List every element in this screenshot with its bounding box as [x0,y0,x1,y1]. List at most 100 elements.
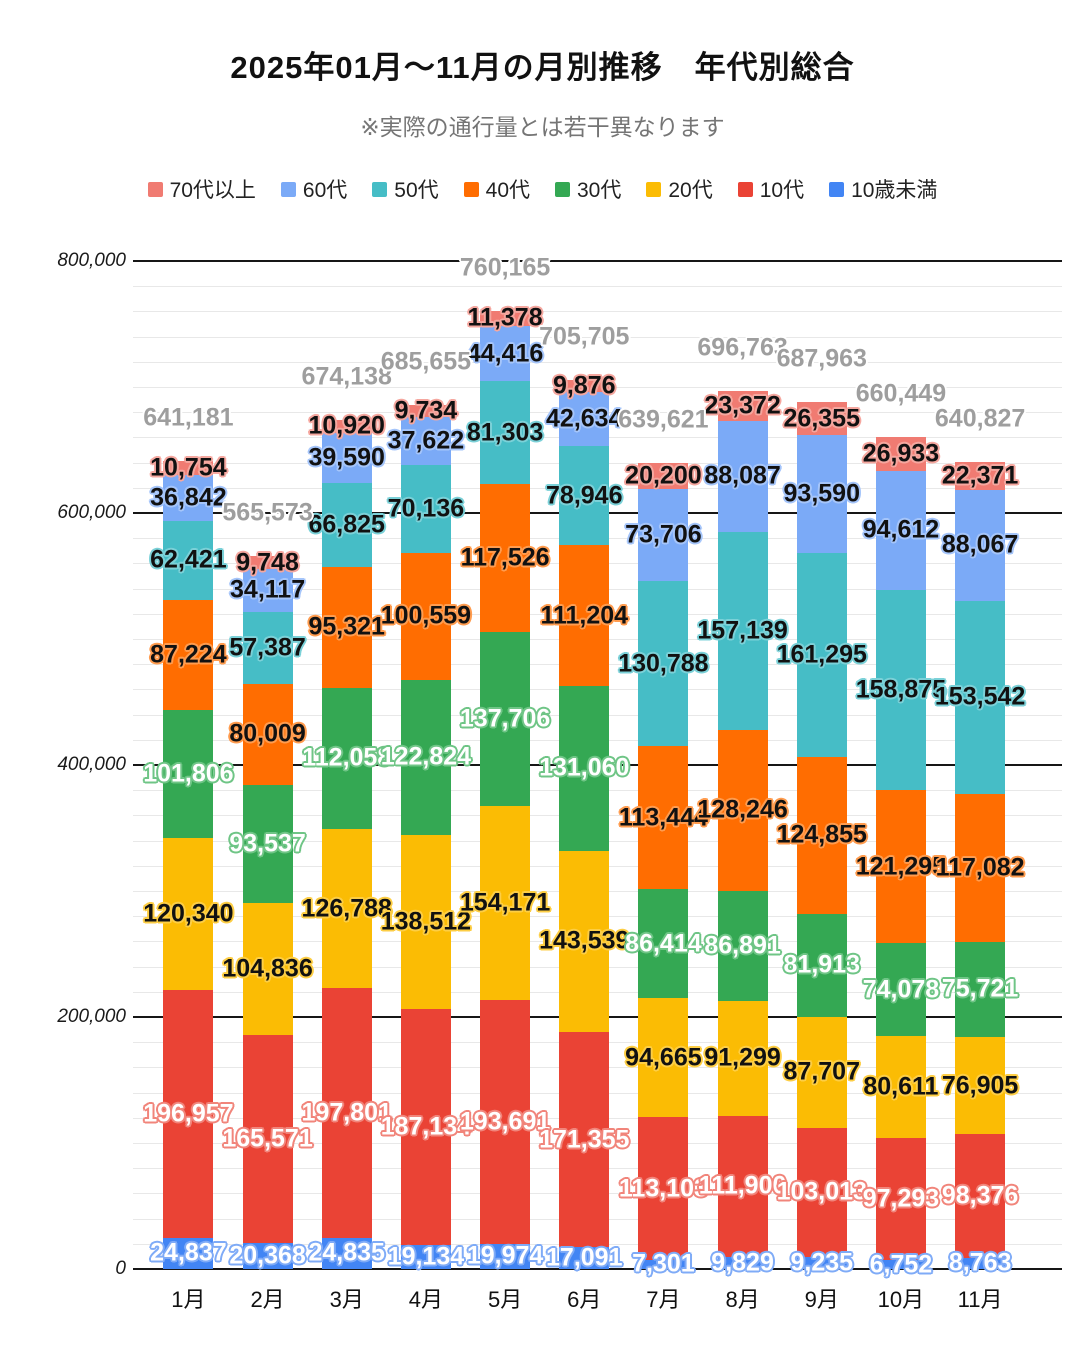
bar-segment-10代[interactable] [638,1117,689,1260]
bar-segment-60代[interactable] [717,420,768,532]
bar-segment-20代[interactable] [875,1036,926,1138]
bar-segment-70代以上[interactable] [242,556,293,569]
bar-segment-40代[interactable] [955,794,1006,942]
bar-segment-10代[interactable] [955,1134,1006,1258]
bar-segment-30代[interactable] [321,687,372,829]
bar-segment-20代[interactable] [321,828,372,989]
bar-segment-20代[interactable] [796,1017,847,1128]
bar-segment-30代[interactable] [638,889,689,998]
bar-segment-30代[interactable] [559,685,610,851]
bar-segment-30代[interactable] [875,942,926,1037]
bar-segment-30代[interactable] [796,913,847,1018]
bar-segment-10歳未満[interactable] [875,1260,926,1269]
bar-segment-50代[interactable] [875,589,926,791]
bar-segment-10代[interactable] [875,1137,926,1261]
legend-item-70代以上[interactable]: 70代以上 [147,174,256,204]
bar-segment-60代[interactable] [796,435,847,554]
bar-segment-10歳未満[interactable] [955,1257,1006,1269]
bar-segment-60代[interactable] [480,325,531,382]
bar-segment-60代[interactable] [955,489,1006,601]
bar-segment-70代以上[interactable] [717,391,768,421]
bar-segment-50代[interactable] [163,521,214,600]
segment-value-label: 81,913 [783,950,860,979]
bar-segment-30代[interactable] [480,632,531,806]
segment-value-label: 104,836 [222,954,313,983]
bar-segment-10歳未満[interactable] [480,1243,531,1269]
bar-segment-20代[interactable] [638,998,689,1118]
bar-segment-10代[interactable] [400,1009,451,1245]
bar-segment-20代[interactable] [559,850,610,1032]
bar-segment-10歳未満[interactable] [796,1257,847,1269]
legend-item-20代[interactable]: 20代 [646,174,713,204]
bar-segment-70代以上[interactable] [163,461,214,475]
bar-segment-60代[interactable] [875,470,926,590]
bar-segment-10歳未満[interactable] [400,1244,451,1269]
bar-segment-40代[interactable] [242,683,293,785]
bar-segment-50代[interactable] [242,611,293,684]
bar-segment-40代[interactable] [717,729,768,892]
legend-item-30代[interactable]: 30代 [555,174,621,204]
bar-segment-40代[interactable] [559,545,610,686]
bar-segment-50代[interactable] [717,531,768,730]
bar-segment-10代[interactable] [717,1115,768,1257]
bar-segment-10歳未満[interactable] [242,1243,293,1269]
bar-segment-60代[interactable] [242,568,293,612]
bar-segment-70代以上[interactable] [638,463,689,489]
bar-segment-50代[interactable] [955,600,1006,795]
bar-segment-40代[interactable] [796,756,847,914]
bar-segment-50代[interactable] [638,581,689,747]
bar-segment-10歳未満[interactable] [163,1237,214,1269]
bar-segment-30代[interactable] [717,891,768,1001]
bar-segment-40代[interactable] [163,599,214,710]
bar-segment-70代以上[interactable] [480,311,531,326]
bar-segment-50代[interactable] [559,445,610,546]
bar-segment-40代[interactable] [638,746,689,890]
bar-segment-50代[interactable] [321,483,372,568]
bar-segment-20代[interactable] [400,834,451,1010]
bar-segment-40代[interactable] [321,567,372,688]
bar-segment-60代[interactable] [321,433,372,484]
bar-segment-40代[interactable] [480,483,531,632]
legend-item-10歳未満[interactable]: 10歳未満 [829,174,937,204]
legend-label: 50代 [394,179,439,202]
legend-item-10代[interactable]: 10代 [737,174,804,204]
bar-segment-70代以上[interactable] [955,461,1006,490]
bar-segment-20代[interactable] [955,1037,1006,1134]
bar-segment-10歳未満[interactable] [559,1247,610,1269]
bar-segment-70代以上[interactable] [400,405,451,418]
bar-segment-60代[interactable] [638,488,689,582]
legend-item-50代[interactable]: 50代 [372,174,439,204]
bar-segment-10代[interactable] [242,1034,293,1244]
bar-segment-20代[interactable] [163,837,214,990]
bar-segment-30代[interactable] [400,679,451,835]
bar-segment-10歳未満[interactable] [638,1259,689,1269]
bar-segment-50代[interactable] [480,381,531,484]
bar-segment-10代[interactable] [321,988,372,1238]
bar-segment-30代[interactable] [242,784,293,903]
bar-segment-10歳未満[interactable] [321,1237,372,1269]
legend-label: 40代 [485,179,530,202]
bar-segment-60代[interactable] [400,417,451,465]
bar-segment-20代[interactable] [480,805,531,1000]
bar-segment-30代[interactable] [955,941,1006,1038]
bar-segment-10歳未満[interactable] [717,1256,768,1269]
bar-segment-70代以上[interactable] [559,379,610,393]
bar-segment-20代[interactable] [242,902,293,1035]
bar-segment-50代[interactable] [796,553,847,757]
bar-segment-70代以上[interactable] [321,419,372,434]
legend-item-60代[interactable]: 60代 [280,174,347,204]
bar-segment-10代[interactable] [559,1031,610,1248]
bar-segment-20代[interactable] [717,1000,768,1116]
bar-segment-30代[interactable] [163,709,214,838]
bar-segment-40代[interactable] [875,790,926,943]
bar-segment-40代[interactable] [400,553,451,680]
bar-segment-70代以上[interactable] [875,436,926,471]
legend-item-40代[interactable]: 40代 [463,174,530,204]
bar-segment-60代[interactable] [559,392,610,446]
bar-segment-10代[interactable] [796,1127,847,1258]
bar-segment-10代[interactable] [163,989,214,1238]
bar-segment-50代[interactable] [400,464,451,554]
bar-segment-10代[interactable] [480,999,531,1244]
bar-segment-60代[interactable] [163,474,214,522]
bar-segment-70代以上[interactable] [796,402,847,436]
